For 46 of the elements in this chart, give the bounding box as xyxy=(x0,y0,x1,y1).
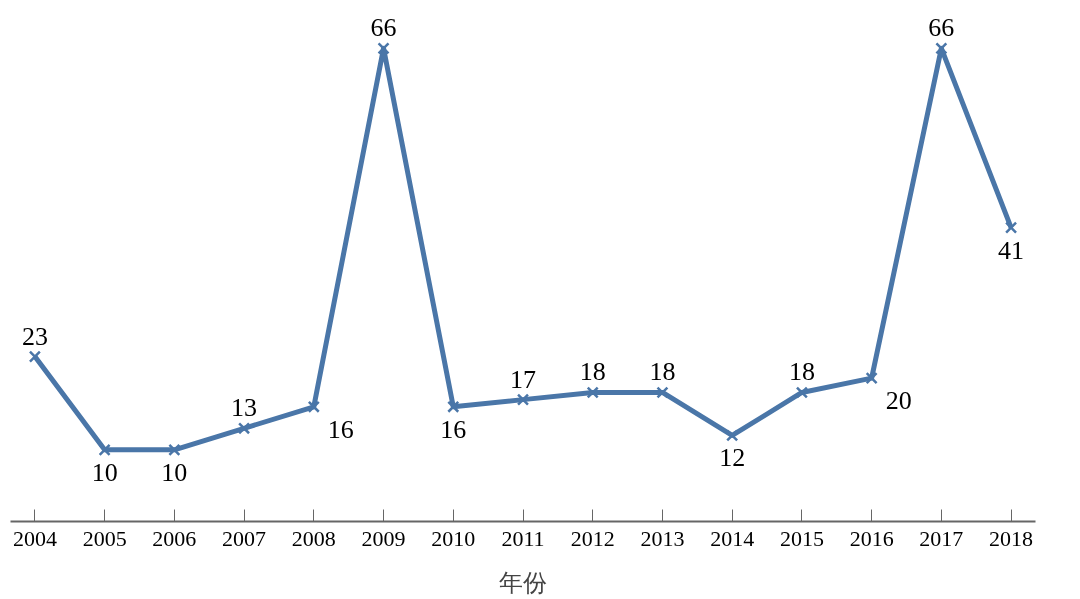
x-tick-label: 2018 xyxy=(989,525,1034,551)
data-label: 12 xyxy=(719,443,746,473)
point xyxy=(307,400,321,413)
point xyxy=(168,443,181,457)
x-tick-label: 2006 xyxy=(152,525,197,551)
data-label: 18 xyxy=(788,357,815,387)
x-tick-label: 2013 xyxy=(640,525,685,551)
data-label: 66 xyxy=(370,13,397,43)
data-label: 16 xyxy=(327,414,354,444)
x-tick-label: 2005 xyxy=(82,525,127,551)
data-label: 18 xyxy=(649,357,676,387)
x-axis-title: 年份 xyxy=(499,568,547,597)
data-label: 23 xyxy=(21,321,48,351)
x-tick-label: 2014 xyxy=(710,525,755,551)
x-tick-label: 2004 xyxy=(12,525,57,551)
data-label: 18 xyxy=(579,357,606,387)
x-tick-label: 2008 xyxy=(291,525,336,551)
data-label: 10 xyxy=(161,457,188,487)
x-tick-label: 2016 xyxy=(849,525,894,551)
point xyxy=(586,386,599,399)
x-tick-label: 2007 xyxy=(222,525,267,551)
point xyxy=(725,429,739,442)
x-tick-label: 2010 xyxy=(431,525,476,551)
data-label: 66 xyxy=(928,13,955,43)
point xyxy=(98,443,111,457)
point xyxy=(935,42,948,55)
x-tick-label: 2009 xyxy=(361,525,406,551)
point xyxy=(377,42,390,55)
data-label: 13 xyxy=(231,393,258,423)
point xyxy=(516,393,530,406)
x-tick-label: 2017 xyxy=(919,525,964,551)
point xyxy=(795,386,809,399)
x-tick-label: 2012 xyxy=(570,525,615,551)
x-tick-label: 2011 xyxy=(501,525,545,551)
point xyxy=(865,371,878,385)
data-label: 10 xyxy=(91,457,118,487)
point xyxy=(1004,221,1018,234)
point xyxy=(237,422,251,435)
data-label: 41 xyxy=(998,235,1025,265)
point xyxy=(656,386,669,399)
point xyxy=(28,350,42,363)
x-tick-label: 2015 xyxy=(779,525,824,551)
data-label: 17 xyxy=(510,364,536,394)
point xyxy=(447,400,460,413)
data-label: 16 xyxy=(440,414,467,444)
data-label: 20 xyxy=(885,386,912,416)
